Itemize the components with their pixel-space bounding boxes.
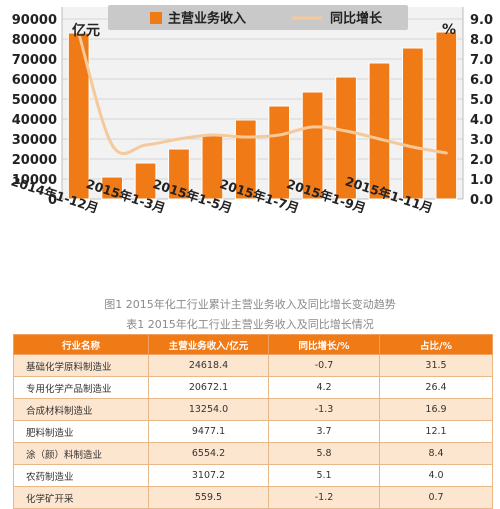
cell-share: 26.4 <box>380 377 493 399</box>
cell-growth: 3.7 <box>269 421 380 443</box>
cell-revenue: 9477.1 <box>149 421 269 443</box>
left-tick-label: 60000 <box>12 73 57 88</box>
right-tick-label: 0.0 <box>470 193 493 208</box>
left-tick-label: 80000 <box>12 33 57 48</box>
cell-growth: 5.8 <box>269 443 380 465</box>
cell-share: 4.0 <box>380 465 493 487</box>
cell-revenue: 6554.2 <box>149 443 269 465</box>
right-axis-ticks: 0.0 1.0 2.0 3.0 4.0 5.0 6.0 7.0 8.0 9.0 <box>470 13 493 208</box>
table-row: 专用化学产品制造业 20672.1 4.2 26.4 <box>14 377 493 399</box>
left-tick-label: 40000 <box>12 113 57 128</box>
bar <box>369 63 390 199</box>
cell-industry-name: 专用化学产品制造业 <box>14 377 149 399</box>
header-share: 占比/% <box>380 335 493 355</box>
figure-caption: 图1 2015年化工行业累计主营业务收入及同比增长变动趋势 <box>0 296 500 312</box>
header-industry-name: 行业名称 <box>14 335 149 355</box>
cell-share: 16.9 <box>380 399 493 421</box>
right-tick-label: 6.0 <box>470 73 493 88</box>
right-axis-unit: % <box>442 22 456 38</box>
left-tick-label: 20000 <box>12 153 57 168</box>
bar <box>436 32 457 199</box>
table-row: 涂（颜）料制造业 6554.2 5.8 8.4 <box>14 443 493 465</box>
cell-revenue: 13254.0 <box>149 399 269 421</box>
cell-share: 12.1 <box>380 421 493 443</box>
legend-bar-swatch <box>150 12 162 24</box>
cell-industry-name: 涂（颜）料制造业 <box>14 443 149 465</box>
industry-table: 行业名称 主营业务收入/亿元 同比增长/% 占比/% 基础化学原料制造业 246… <box>13 334 492 509</box>
cell-revenue: 24618.4 <box>149 355 269 377</box>
right-tick-label: 1.0 <box>470 173 493 188</box>
cell-revenue: 3107.2 <box>149 465 269 487</box>
cell-share: 8.4 <box>380 443 493 465</box>
cell-industry-name: 农药制造业 <box>14 465 149 487</box>
right-tick-label: 4.0 <box>470 113 493 128</box>
cell-industry-name: 合成材料制造业 <box>14 399 149 421</box>
cell-share: 0.7 <box>380 487 493 509</box>
cell-industry-name: 肥料制造业 <box>14 421 149 443</box>
left-tick-label: 50000 <box>12 93 57 108</box>
right-tick-label: 7.0 <box>470 53 493 68</box>
header-growth: 同比增长/% <box>269 335 380 355</box>
left-tick-label: 30000 <box>12 133 57 148</box>
cell-industry-name: 化学矿开采 <box>14 487 149 509</box>
right-tick-label: 8.0 <box>470 33 493 48</box>
right-tick-label: 5.0 <box>470 93 493 108</box>
legend-line-label: 同比增长 <box>330 11 383 27</box>
cell-share: 31.5 <box>380 355 493 377</box>
cell-growth: -1.3 <box>269 399 380 421</box>
right-tick-label: 9.0 <box>470 13 493 28</box>
right-tick-label: 2.0 <box>470 153 493 168</box>
left-tick-label: 70000 <box>12 53 57 68</box>
left-axis-unit: 亿元 <box>72 22 100 39</box>
legend-bar-label: 主营业务收入 <box>168 11 246 27</box>
revenue-growth-chart: 主营业务收入 同比增长 亿元 % 01000020000300004000050… <box>0 0 500 290</box>
cell-growth: -0.7 <box>269 355 380 377</box>
table-row: 基础化学原料制造业 24618.4 -0.7 31.5 <box>14 355 493 377</box>
cell-industry-name: 基础化学原料制造业 <box>14 355 149 377</box>
left-tick-label: 90000 <box>12 13 57 28</box>
table-caption: 表1 2015年化工行业主营业务收入及同比增长情况 <box>0 316 500 332</box>
right-tick-label: 3.0 <box>470 133 493 148</box>
cell-growth: 5.1 <box>269 465 380 487</box>
table-row: 农药制造业 3107.2 5.1 4.0 <box>14 465 493 487</box>
table-row: 肥料制造业 9477.1 3.7 12.1 <box>14 421 493 443</box>
table-row: 化学矿开采 559.5 -1.2 0.7 <box>14 487 493 509</box>
cell-revenue: 20672.1 <box>149 377 269 399</box>
header-revenue: 主营业务收入/亿元 <box>149 335 269 355</box>
table-row: 合成材料制造业 13254.0 -1.3 16.9 <box>14 399 493 421</box>
cell-growth: 4.2 <box>269 377 380 399</box>
cell-revenue: 559.5 <box>149 487 269 509</box>
bar <box>403 48 424 199</box>
table-header-row: 行业名称 主营业务收入/亿元 同比增长/% 占比/% <box>14 335 493 355</box>
cell-growth: -1.2 <box>269 487 380 509</box>
